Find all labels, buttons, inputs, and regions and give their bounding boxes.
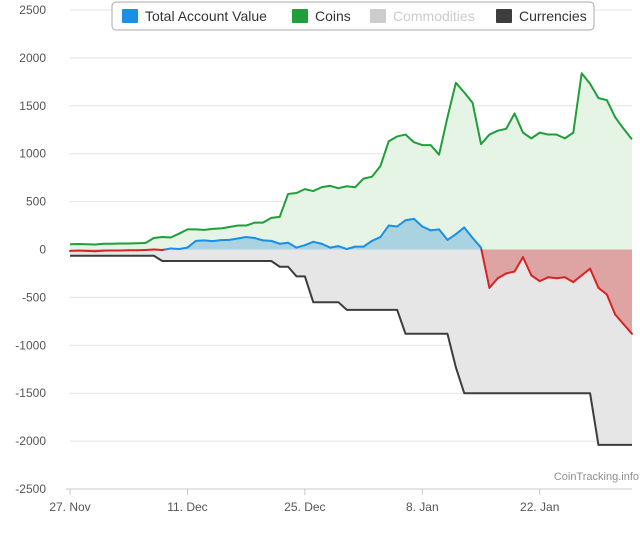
legend: Total Account Value Coins Commodities Cu… [112, 2, 594, 30]
legend-label-coins: Coins [315, 8, 351, 24]
legend-swatch-total-account-value [122, 9, 138, 23]
x-tick-label: 25. Dec [284, 500, 325, 514]
total-value-line-segment[interactable] [229, 238, 237, 239]
total-value-line-segment[interactable] [179, 248, 187, 249]
y-tick-label: 1500 [19, 99, 46, 113]
total-value-line-segment[interactable] [204, 240, 212, 241]
total-value-line-segment[interactable] [557, 277, 565, 278]
y-tick-label: 2000 [19, 51, 46, 65]
x-tick-label: 27. Nov [49, 500, 90, 514]
currencies-area [70, 250, 632, 445]
x-tick-label: 11. Dec [167, 500, 207, 514]
total-value-line-segment[interactable] [95, 251, 103, 252]
legend-item-coins[interactable]: Coins [292, 8, 351, 24]
x-tick-label: 22. Jan [520, 500, 559, 514]
x-tick-label: 8. Jan [406, 500, 439, 514]
total-value-line-segment[interactable] [548, 277, 556, 278]
y-tick-label: -1500 [15, 386, 46, 400]
y-tick-label: 1000 [19, 147, 46, 161]
legend-swatch-currencies [496, 9, 512, 23]
total-value-line-segment[interactable] [280, 243, 288, 244]
total-value-line-segment[interactable] [213, 240, 221, 241]
legend-item-currencies[interactable]: Currencies [496, 8, 587, 24]
y-tick-label: -1000 [15, 338, 46, 352]
y-tick-label: -500 [22, 290, 46, 304]
y-tick-label: 0 [39, 243, 46, 257]
y-tick-label: 500 [26, 195, 46, 209]
total-value-line-segment[interactable] [431, 229, 439, 230]
coins-area [70, 73, 632, 249]
area-fills [70, 73, 632, 445]
credit-text[interactable]: CoinTracking.info [554, 471, 639, 483]
total-value-line-segment[interactable] [238, 237, 246, 238]
total-value-line-segment[interactable] [406, 219, 414, 220]
total-value-line-segment[interactable] [330, 246, 338, 247]
y-tick-label: 2500 [19, 3, 46, 17]
legend-label-commodities: Commodities [393, 8, 475, 24]
y-tick-label: -2000 [15, 434, 46, 448]
legend-label-total-account-value: Total Account Value [145, 8, 267, 24]
y-tick-label: -2500 [15, 482, 46, 496]
total-value-line-segment[interactable] [389, 226, 397, 227]
legend-item-commodities[interactable]: Commodities [370, 8, 475, 24]
total-value-line-segment[interactable] [246, 237, 254, 238]
legend-label-currencies: Currencies [519, 8, 587, 24]
legend-swatch-commodities [370, 9, 386, 23]
legend-swatch-coins [292, 9, 308, 23]
